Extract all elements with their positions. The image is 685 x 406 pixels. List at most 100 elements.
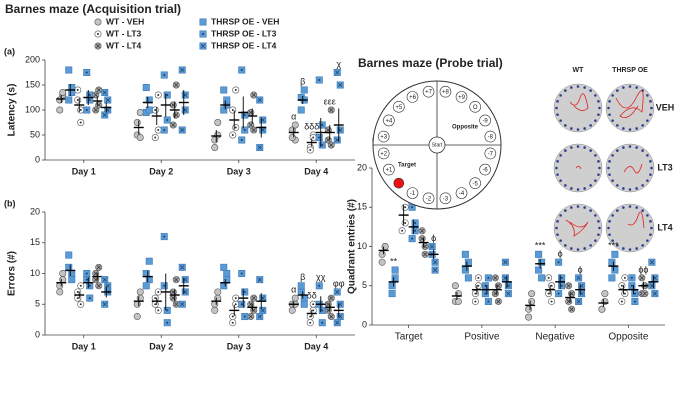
data-point — [333, 69, 341, 77]
annotation: χ — [336, 59, 341, 69]
marker-x — [96, 265, 101, 270]
data-point — [638, 274, 646, 282]
track-hole — [570, 86, 573, 89]
data-point — [481, 282, 489, 290]
track-hole — [611, 214, 614, 217]
chart-title: Barnes maze (Acquisition trial) — [5, 2, 181, 16]
data-point — [238, 269, 246, 277]
data-point — [318, 141, 326, 149]
track-arena — [553, 83, 603, 133]
data-point — [608, 258, 616, 266]
track-hole — [583, 206, 586, 209]
hole-label: -5 — [473, 181, 479, 187]
hole — [439, 192, 452, 205]
marker-dot — [240, 272, 243, 275]
data-point — [77, 300, 85, 308]
data-point — [74, 294, 82, 302]
data-point — [336, 300, 344, 308]
y-tick-label: 100 — [25, 104, 40, 114]
marker-dot — [231, 109, 234, 111]
marker-shape — [214, 294, 222, 302]
data-point — [333, 288, 341, 296]
y-tick-label: 5 — [362, 280, 367, 290]
hole — [393, 101, 405, 113]
data-point — [651, 274, 659, 282]
track-path — [615, 90, 644, 119]
track-hole — [646, 154, 649, 157]
data-point — [641, 290, 649, 298]
marker-shape — [291, 294, 299, 302]
hole-label: -9 — [482, 119, 488, 125]
data-point — [651, 290, 659, 298]
marker-x — [329, 296, 334, 301]
data-point — [232, 86, 240, 94]
marker-shape — [223, 96, 231, 104]
hole-label: -8 — [488, 135, 494, 141]
marker-shape — [145, 96, 153, 104]
track-hole — [607, 166, 610, 170]
marker-shape — [142, 84, 150, 92]
data-point — [229, 131, 237, 139]
track-hole — [594, 214, 597, 217]
data-point — [163, 319, 171, 327]
marker-x — [174, 82, 179, 88]
data-point — [324, 300, 332, 308]
marker-dot — [312, 136, 315, 139]
marker-shape — [601, 290, 609, 298]
track-hole — [641, 184, 644, 187]
marker-x — [248, 314, 253, 319]
annotation: β — [300, 272, 305, 282]
track-hole — [555, 166, 558, 170]
marker-shape — [56, 288, 64, 296]
legend-label: THRSP OE - LT4 — [211, 40, 277, 50]
track-hole — [628, 205, 632, 208]
track-hole — [628, 128, 632, 131]
data-point — [247, 121, 255, 129]
marker-dot — [79, 109, 82, 111]
marker-shape — [611, 250, 619, 258]
marker-x — [95, 43, 101, 49]
data-point — [172, 300, 180, 308]
marker-x — [102, 112, 107, 118]
data-point — [181, 276, 189, 284]
marker-dot — [163, 74, 166, 76]
marker-shape — [300, 294, 308, 302]
marker-shape — [388, 282, 396, 290]
data-point — [494, 282, 502, 290]
track-hole — [622, 187, 625, 190]
track-hole — [576, 248, 580, 251]
data-point — [324, 306, 332, 314]
hole-label: O — [473, 105, 478, 111]
data-point — [145, 96, 153, 104]
data-point — [411, 219, 419, 227]
data-point — [229, 106, 237, 114]
data-point — [77, 282, 85, 290]
track-hole — [646, 214, 649, 217]
marker-dot — [157, 290, 160, 293]
hole-label: +9 — [458, 95, 466, 101]
track-hole — [556, 113, 559, 116]
marker-dot — [321, 321, 324, 324]
data-point — [309, 306, 317, 314]
marker-x — [329, 107, 334, 113]
hole-label: +6 — [409, 95, 417, 101]
data-point — [378, 250, 386, 258]
hole — [479, 163, 491, 176]
marker-x — [335, 289, 340, 294]
data-point — [411, 227, 419, 235]
data-point — [142, 84, 150, 92]
data-point — [535, 250, 543, 258]
marker-shape — [300, 300, 308, 308]
hole-label: +5 — [395, 105, 403, 111]
track-hole — [628, 145, 632, 148]
hole — [484, 130, 497, 143]
marker-dot — [234, 89, 237, 91]
marker-shape — [142, 282, 150, 290]
legend-marker — [94, 18, 102, 26]
marker-shape — [199, 18, 207, 26]
marker-dot — [318, 284, 321, 287]
data-point — [315, 282, 323, 290]
data-point — [151, 300, 159, 308]
marker-x — [433, 260, 438, 265]
hole — [439, 85, 452, 98]
